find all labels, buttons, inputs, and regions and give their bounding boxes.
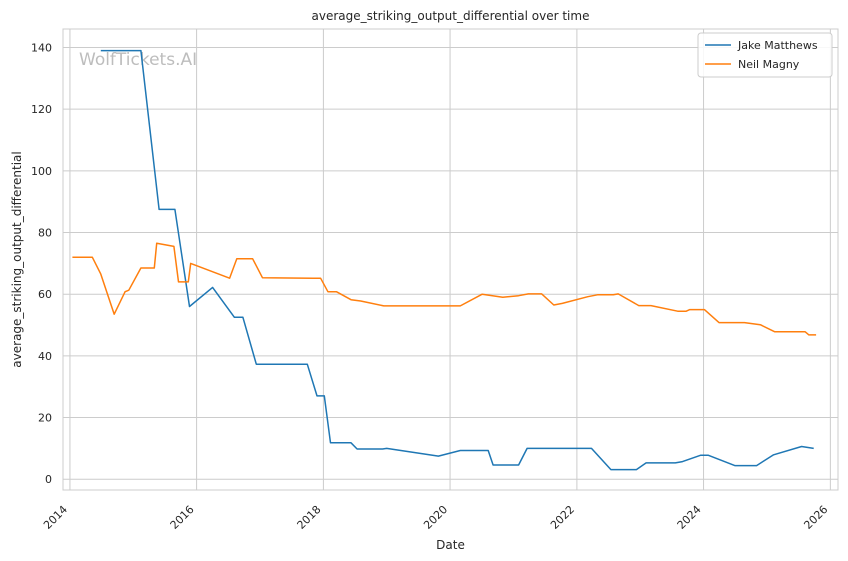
legend-label-jake-matthews: Jake Matthews — [737, 39, 818, 52]
plot-frame — [62, 28, 839, 491]
y-tick-label: 0 — [45, 473, 52, 486]
y-tick-label: 80 — [38, 227, 52, 240]
legend-label-neil-magny: Neil Magny — [738, 58, 800, 71]
y-tick-label: 100 — [31, 165, 52, 178]
legend: Jake Matthews Neil Magny — [697, 32, 833, 78]
y-axis-ticks: 0 20 40 60 80 100 120 140 — [31, 42, 52, 487]
y-axis-title: average_striking_output_differential — [10, 151, 24, 367]
series-line-neil-magny — [72, 242, 817, 336]
grid — [63, 29, 838, 490]
y-tick-label: 60 — [38, 288, 52, 301]
series-line-jake-matthews — [100, 49, 814, 471]
watermark: WolfTickets.AI — [79, 50, 197, 70]
y-tick-label: 20 — [38, 412, 52, 425]
chart-title: average_striking_output_differential ove… — [312, 9, 590, 23]
y-tick-label: 120 — [31, 103, 52, 116]
legend-box — [697, 32, 833, 78]
y-tick-label: 40 — [38, 350, 52, 363]
series-lines — [72, 49, 817, 471]
x-axis-title: Date — [436, 538, 465, 552]
y-tick-label: 140 — [31, 42, 52, 55]
